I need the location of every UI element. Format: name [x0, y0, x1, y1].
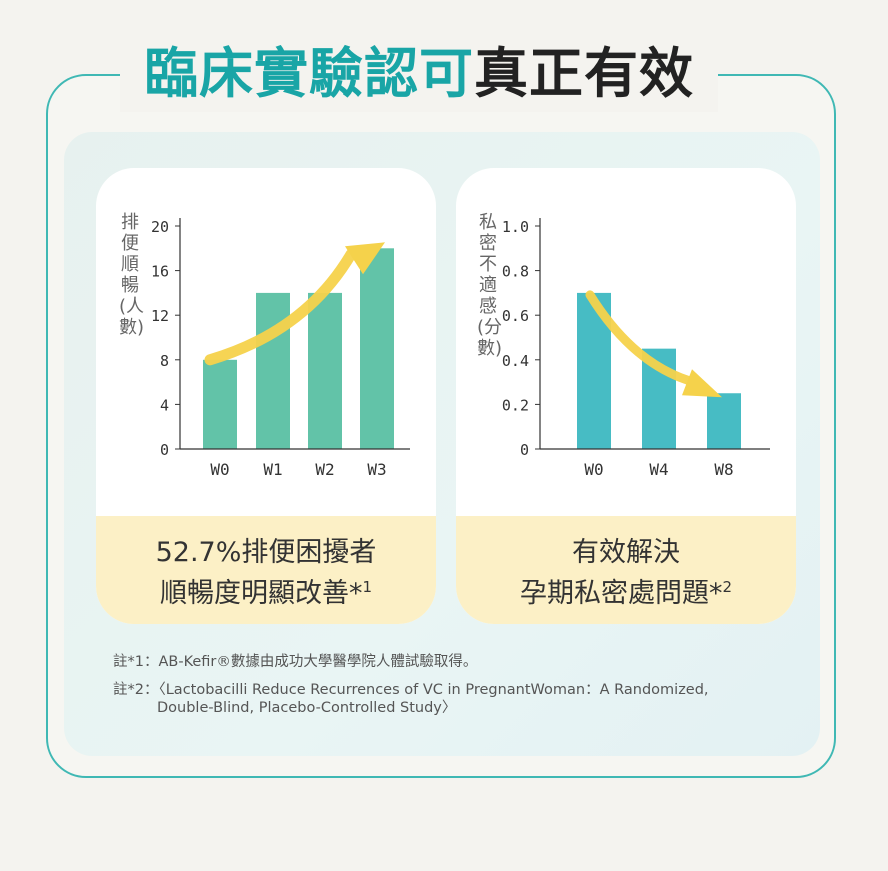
bowel-chart: 20 16 12 8 4 0 W0 W1 W2 W3 — [151, 218, 410, 479]
x-tick-label: W0 — [210, 460, 229, 479]
bar-w1 — [256, 292, 290, 449]
bowel-caption-line2-text: 順暢度明顯改善* — [159, 578, 363, 609]
x-tick-label: W2 — [315, 460, 334, 479]
x-tick-label: W4 — [649, 460, 668, 479]
discomfort-chart: 1.0 0.8 0.6 0.4 0.2 0 W0 W4 W8 — [502, 218, 770, 479]
y-tick-label: 0 — [160, 441, 169, 459]
footnote-2: 註*2：〈Lactobacilli Reduce Recurrences of … — [113, 681, 709, 717]
discomfort-chart-ylabel: 私密不適感(分數) — [477, 212, 503, 359]
bowel-chart-ylabel: 排便順暢(人數) — [119, 212, 145, 338]
y-tick-label: 20 — [151, 218, 169, 236]
discomfort-caption: 有效解決 孕期私密處問題*2 — [456, 516, 796, 624]
bowel-caption-line1: 52.7%排便困擾者 — [155, 537, 377, 568]
x-tick-label: W8 — [714, 460, 733, 479]
footnote-ref-1: 1 — [362, 578, 373, 596]
y-tick-label: 1.0 — [502, 218, 529, 236]
trend-arrow-body — [585, 290, 703, 388]
bar-w3 — [360, 248, 394, 449]
bar-w0 — [203, 359, 237, 449]
discomfort-caption-line2-text: 孕期私密處問題* — [519, 578, 723, 609]
y-tick-label: 0 — [520, 441, 529, 459]
y-tick-label: 0.2 — [502, 396, 529, 414]
x-tick-label: W1 — [263, 460, 282, 479]
footnote-1: 註*1：AB-Kefir®數據由成功大學醫學院人體試驗取得。 — [113, 654, 478, 670]
trend-arrow-head — [682, 369, 722, 398]
discomfort-caption-line1: 有效解決 — [572, 537, 680, 568]
y-tick-label: 8 — [160, 352, 169, 370]
bowel-caption-line2: 順暢度明顯改善*1 — [96, 570, 436, 611]
bowel-caption: 52.7%排便困擾者 順暢度明顯改善*1 — [96, 516, 436, 624]
y-tick-label: 16 — [151, 263, 169, 281]
footnote-2-line1: 註*2：〈Lactobacilli Reduce Recurrences of … — [113, 682, 709, 698]
discomfort-caption-line2: 孕期私密處問題*2 — [456, 570, 796, 611]
y-tick-label: 0.6 — [502, 307, 529, 325]
y-tick-label: 12 — [151, 307, 169, 325]
trend-arrow-body — [204, 248, 357, 366]
x-tick-label: W3 — [367, 460, 386, 479]
footnote-2-line2: Double-Blind, Placebo-Controlled Study〉 — [157, 700, 457, 716]
y-tick-label: 0.4 — [502, 352, 529, 370]
discomfort-chart-panel: 私密不適感(分數) 1.0 0.8 0.6 0.4 0.2 0 W0 W4 W8 有效解決 孕期… — [456, 168, 796, 624]
y-tick-label: 4 — [160, 396, 169, 414]
x-tick-label: W0 — [584, 460, 603, 479]
headline: 臨床實驗認可真正有效 — [120, 36, 718, 112]
footnote-ref-2: 2 — [722, 578, 733, 596]
bar-w2 — [308, 292, 342, 449]
headline-rest: 真正有效 — [474, 42, 694, 105]
bar-w8 — [707, 393, 741, 449]
bowel-chart-panel: 排便順暢(人數) 20 16 12 8 4 0 W0 W1 W2 W3 52.7%排便困擾者 順暢… — [96, 168, 436, 624]
trend-arrow-head — [345, 242, 385, 275]
footnotes: 註*1：AB-Kefir®數據由成功大學醫學院人體試驗取得。 註*2：〈Lact… — [113, 653, 709, 727]
headline-highlight: 臨床實驗認可 — [144, 42, 474, 105]
y-tick-label: 0.8 — [502, 263, 529, 281]
